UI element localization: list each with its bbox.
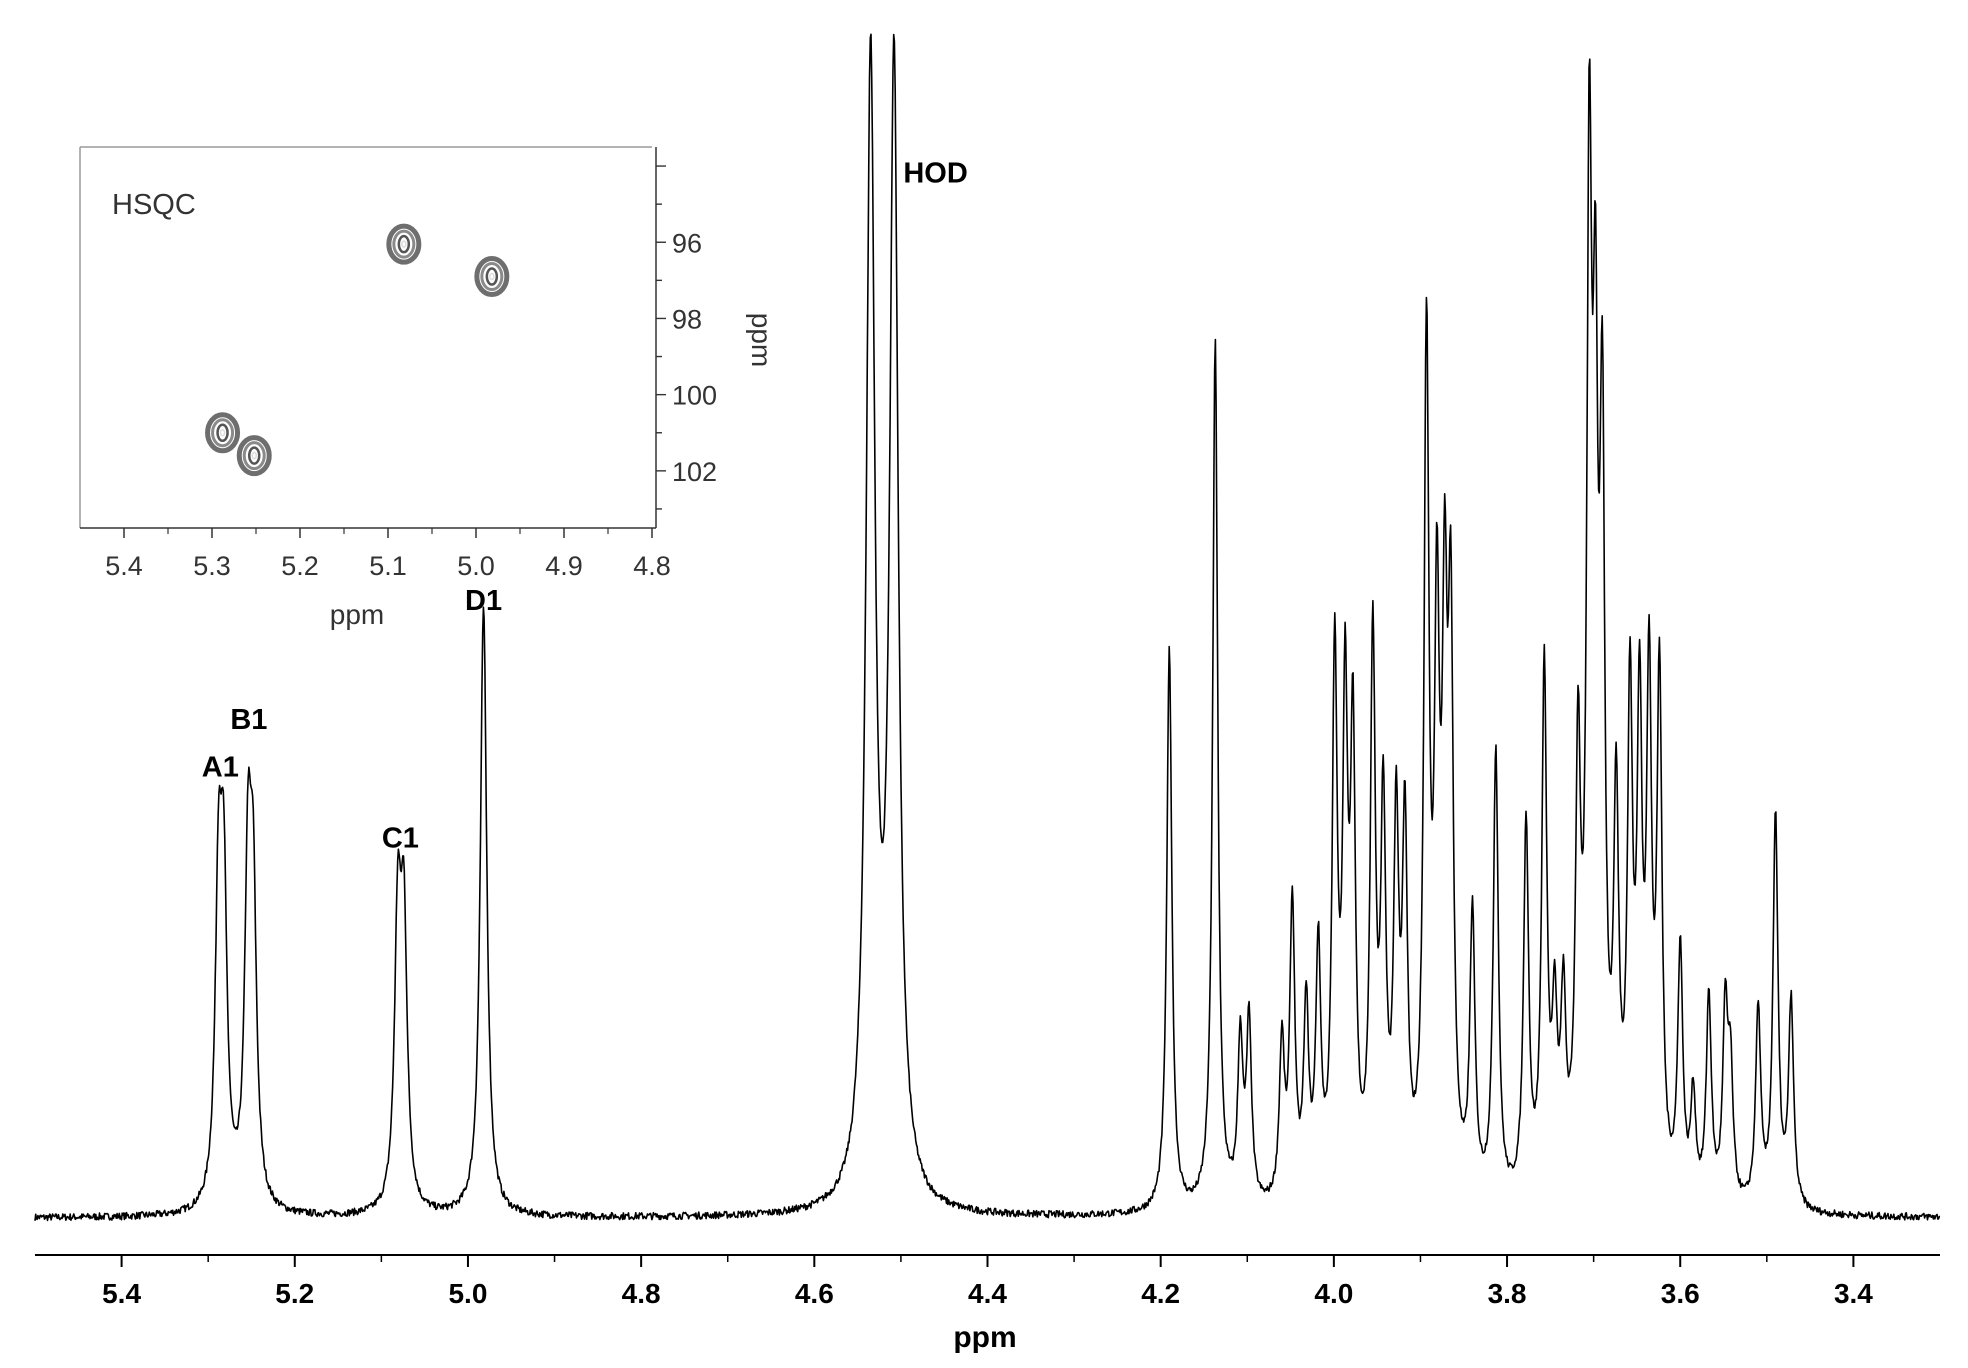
x-tick-label: 4.2 [1141,1278,1180,1309]
x-tick-label: 5.4 [102,1278,141,1309]
inset-cross-peaks [205,223,510,477]
x-tick-label: 3.6 [1661,1278,1700,1309]
x-tick-label: 4.4 [968,1278,1007,1309]
contour-ring [485,267,499,286]
hsqc-cross-peak [474,256,510,298]
peak-label-d1: D1 [465,585,502,617]
inset-x-tick-label: 5.0 [457,551,495,581]
contour-ring [397,234,411,254]
peak-annotations: A1 B1 C1 D1 HOD [202,157,968,854]
inset-y-tick-label: 96 [672,228,702,258]
inset-y-axis-tick-labels: 96 98 100 102 [672,228,717,487]
contour-ring [216,423,229,442]
inset-x-tick-label: 4.8 [633,551,671,581]
contour-ring [219,429,226,437]
inset-x-axis-ticks [123,528,653,538]
x-tick-label: 3.8 [1488,1278,1527,1309]
contour-ring [386,223,422,265]
inset-x-tick-label: 5.1 [369,551,407,581]
inset-x-tick-label: 5.2 [281,551,319,581]
inset-x-tick-label: 4.9 [545,551,583,581]
spectrum-trace [34,33,1941,1222]
inset-y-tick-label: 100 [672,381,717,411]
x-tick-label: 4.8 [622,1278,661,1309]
inset-y-axis-label: ppm [746,313,777,367]
peak-label-hod: HOD [903,157,967,189]
hsqc-cross-peak [205,412,241,454]
peak-label-c1: C1 [382,823,419,855]
hsqc-inset-chart: HSQC 5.4 5.3 5.2 5.1 5.0 4.9 4.8 96 98 100 102 pp… [79,146,777,630]
contour-ring [474,256,510,298]
peak-label-a1: A1 [202,751,239,783]
x-tick-label: 3.4 [1834,1278,1873,1309]
contour-ring [480,262,504,292]
hsqc-cross-peak [236,435,272,477]
contour-ring [401,240,407,248]
inset-x-tick-label: 5.3 [193,551,231,581]
contour-ring [242,441,266,471]
contour-ring [205,412,241,454]
contour-ring [489,272,495,281]
inset-y-axis-ticks [656,165,666,510]
main-spectrum-chart: 5.4 5.2 5.0 4.8 4.6 4.4 4.2 4.0 3.8 3.6 3.4 ppm A1… [34,33,1941,1354]
inset-frame [79,146,657,529]
inset-y-tick-label: 98 [672,304,702,334]
x-tick-label: 5.0 [448,1278,487,1309]
x-tick-label: 4.0 [1314,1278,1353,1309]
contour-ring [247,446,261,465]
inset-x-axis-label: ppm [330,599,384,630]
x-axis-ticks [120,1255,1855,1267]
inset-title: HSQC [112,189,196,221]
contour-ring [211,418,235,448]
peak-label-b1: B1 [230,704,267,736]
x-axis-tick-labels: 5.4 5.2 5.0 4.8 4.6 4.4 4.2 4.0 3.8 3.6 3.4 [102,1278,1873,1309]
x-tick-label: 5.2 [275,1278,314,1309]
contour-ring [392,229,416,259]
inset-x-axis-tick-labels: 5.4 5.3 5.2 5.1 5.0 4.9 4.8 [105,551,671,581]
contour-ring [251,451,257,460]
contour-ring [236,435,272,477]
inset-y-tick-label: 102 [672,457,717,487]
x-axis-label: ppm [953,1321,1016,1354]
inset-x-tick-label: 5.4 [105,551,143,581]
hsqc-cross-peak [386,223,422,265]
x-tick-label: 4.6 [795,1278,834,1309]
